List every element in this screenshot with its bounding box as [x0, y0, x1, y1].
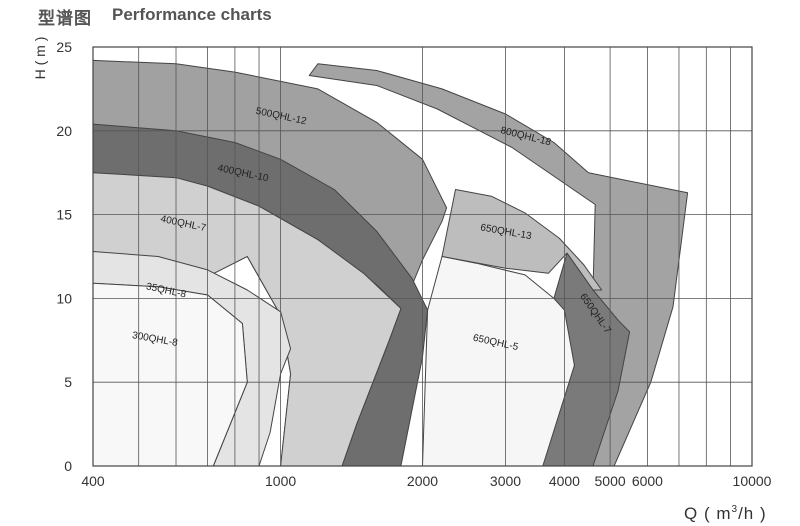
x-axis-label-superscript: 3 [732, 504, 739, 515]
chart-header: 型谱图 Performance charts [0, 0, 800, 34]
y-tick-label: 5 [64, 374, 72, 390]
plot-border [92, 46, 753, 467]
chart-title-chinese: 型谱图 [38, 9, 92, 29]
x-tick-label: 6000 [632, 473, 663, 489]
x-tick-label: 2000 [407, 473, 438, 489]
plot-frame [92, 46, 753, 467]
x-tick-label: 1000 [265, 473, 296, 489]
pump-areas-layer [92, 59, 689, 467]
area-650qhl-5 [422, 256, 575, 467]
y-tick-label: 10 [56, 290, 72, 306]
x-tick-label: 4000 [549, 473, 580, 489]
x-tick-label: 5000 [595, 473, 626, 489]
y-tick-label: 25 [56, 39, 72, 55]
x-tick-label: 10000 [733, 473, 772, 489]
x-tick-label: 400 [81, 473, 105, 489]
y-axis-label: H ( m ) [32, 37, 48, 80]
x-tick-label: 3000 [490, 473, 521, 489]
y-tick-label: 20 [56, 123, 72, 139]
x-axis-label-main: Q ( m [684, 504, 732, 523]
area-300qhl-8 [92, 282, 248, 467]
y-tick-label: 0 [64, 458, 72, 474]
x-axis-label-tail: /h ) [738, 504, 767, 523]
chart-title-english: Performance charts [112, 5, 272, 24]
tick-labels-layer: 400 1000 2000 3000 4000 5000 6000 10000 0 5 10 15 20… [56, 39, 771, 489]
y-tick-label: 15 [56, 207, 72, 223]
x-axis-label: Q ( m3/h ) [684, 504, 767, 523]
